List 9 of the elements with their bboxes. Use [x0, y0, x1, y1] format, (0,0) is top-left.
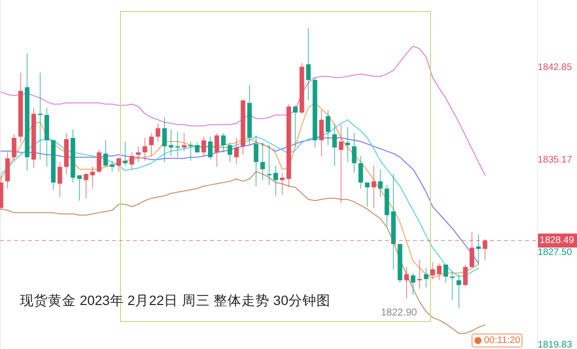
text: 现货黄金 2023年 2月22日 周三 整体走势 30分钟图: [20, 293, 330, 308]
y-tick-label: 1842.85: [538, 62, 572, 73]
ref-line-label: 1828.49: [540, 235, 574, 246]
y-tick-label: 1827.50: [538, 246, 572, 258]
y-tick-label: 1835.17: [538, 154, 572, 166]
annotation: 1822.90: [380, 308, 418, 318]
countdown: 00:11:20: [472, 334, 522, 348]
annotation: 00:11:20: [484, 335, 520, 346]
y-tick-label: 1819.83: [538, 340, 572, 349]
